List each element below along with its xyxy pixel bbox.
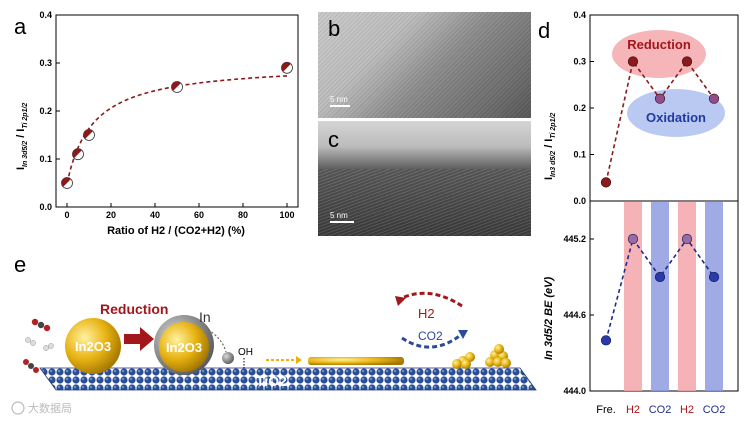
chart-d-top-ylabel: IIn3 d5/2 / ITi 2p1/2	[543, 113, 557, 180]
chart-a-xtick-label: 40	[150, 210, 160, 220]
chart-a-point-fill	[281, 62, 291, 72]
chart-d-top-ytick-label: 0.2	[573, 103, 586, 113]
h2-arrow-line	[397, 291, 463, 308]
panel-letter-a: a	[14, 14, 27, 39]
chart-d-xtick-label: CO2	[649, 404, 672, 416]
co2-arrow-line	[401, 332, 463, 349]
panel-letter-c: c	[328, 127, 339, 152]
scale-label-b: 5 nm	[330, 95, 348, 104]
chart-d-top-point	[681, 56, 693, 67]
in2o3-particle-1	[65, 318, 121, 374]
tio2-label: TiO2	[256, 373, 287, 389]
co2-arrow-icon	[458, 330, 468, 339]
reduction-arrow-icon	[124, 327, 154, 351]
chart-a-fit-line	[66, 75, 288, 184]
watermark: 大数据局	[11, 401, 72, 415]
chart-a-ytick-label: 0.1	[39, 154, 52, 164]
chart-d-top-ytick-label: 0.3	[573, 57, 586, 67]
chart-d-bottom-ytick-label: 445.2	[563, 234, 586, 244]
reduction-label: Reduction	[100, 301, 168, 317]
chart-d-xtick-label: H2	[626, 404, 640, 416]
chart-d-bottom-point	[681, 233, 693, 245]
chart-d-top-point	[600, 177, 612, 188]
in-label: In	[199, 309, 211, 325]
chart-d-bottom-ytick-label: 444.0	[563, 386, 586, 396]
chart-d-bottom-point	[627, 233, 639, 245]
chart-a-frame	[55, 14, 299, 208]
chart-d-bottom-ytick-label: 444.6	[563, 310, 586, 320]
chart-a-xtick-label: 100	[279, 210, 294, 220]
tem-c-lattice	[318, 169, 531, 236]
in2o3-particle-2	[159, 322, 209, 372]
schematic-e: TiO2 In2O3 Reduction In2O3 In OH	[23, 291, 537, 391]
scale-label-c: 5 nm	[330, 211, 348, 220]
chart-a-point-fill	[61, 177, 71, 187]
chart-a-ytick-label: 0.4	[39, 10, 52, 20]
chart-d-top-point	[708, 93, 720, 104]
chart-a-ytick-label: 0.3	[39, 58, 52, 68]
h2-arrow-icon	[395, 296, 406, 306]
chart-d: IIn3 d5/2 / ITi 2p1/2 In 3d5/2 BE (eV) R…	[543, 10, 739, 416]
in2o3-label-2: In2O3	[166, 340, 202, 355]
chart-d-bottom-point	[708, 271, 720, 283]
chart-d-top-ytick-label: 0.4	[573, 10, 586, 20]
chart-a-point-fill	[171, 81, 181, 91]
gas-molecules-icon	[23, 318, 54, 373]
tem-image-c: c 5 nm	[318, 121, 531, 236]
chart-d-top-point	[654, 93, 666, 104]
chart-d-top-ytick-label: 0.0	[573, 196, 586, 206]
chart-a-ylabel: IIn 3d5/2 / ITi 2p1/2	[15, 103, 29, 170]
oh-label: OH	[238, 347, 253, 358]
chart-a-xtick-label: 20	[106, 210, 116, 220]
chart-d-bottom-ylabel: In 3d5/2 BE (eV)	[543, 277, 555, 360]
watermark-text: 大数据局	[28, 401, 72, 415]
chart-a-xlabel: Ratio of H2 / (CO2+H2) (%)	[107, 225, 245, 237]
h2-label: H2	[418, 306, 435, 321]
reduction-annotation: Reduction	[627, 37, 691, 52]
watermark-logo-icon	[11, 401, 25, 415]
oxidation-annotation: Oxidation	[646, 110, 706, 125]
co2-label: CO2	[418, 329, 443, 343]
scale-bar-b	[330, 105, 350, 107]
chart-a-point-fill	[72, 148, 82, 159]
oxidation-ellipse	[627, 89, 725, 137]
chart-d-top-point	[627, 56, 639, 67]
chart-d-bottom-line	[605, 237, 715, 341]
in-clusters	[452, 344, 511, 369]
chart-d-top-ytick-label: 0.1	[573, 150, 586, 160]
panel-letter-b: b	[328, 16, 341, 41]
chart-d-xtick-label: Fre.	[596, 404, 616, 416]
chart-d-bottom-point	[654, 271, 666, 283]
chart-d-xtick-label: H2	[680, 404, 694, 416]
chart-a-ytick-label: 0.0	[39, 202, 52, 212]
chart-d-band	[651, 202, 669, 391]
in-atom	[222, 352, 234, 364]
spread-arrow-icon	[296, 356, 302, 364]
chart-d-xtick-label: CO2	[703, 404, 726, 416]
chart-a: Ratio of H2 / (CO2+H2) (%) IIn 3d5/2 / I…	[15, 10, 299, 237]
scale-bar-c	[330, 221, 354, 223]
tem-b-lattice	[318, 12, 531, 118]
chart-d-band	[624, 202, 642, 391]
chart-a-ytick-label: 0.2	[39, 106, 52, 116]
tio2-support	[39, 367, 537, 391]
chart-d-band	[705, 202, 723, 391]
chart-d-band	[678, 202, 696, 391]
chart-a-xtick-label: 0	[64, 210, 69, 220]
chart-a-xtick-label: 60	[194, 210, 204, 220]
panel-letter-e: e	[14, 252, 26, 277]
chart-a-point-fill	[83, 129, 93, 139]
chart-a-xtick-label: 80	[238, 210, 248, 220]
in-monolayer	[308, 357, 404, 365]
tem-image-b: b 5 nm	[318, 12, 531, 118]
panel-letter-d: d	[538, 18, 550, 43]
chart-d-bottom-point	[600, 335, 612, 346]
in2o3-label-1: In2O3	[75, 339, 111, 354]
